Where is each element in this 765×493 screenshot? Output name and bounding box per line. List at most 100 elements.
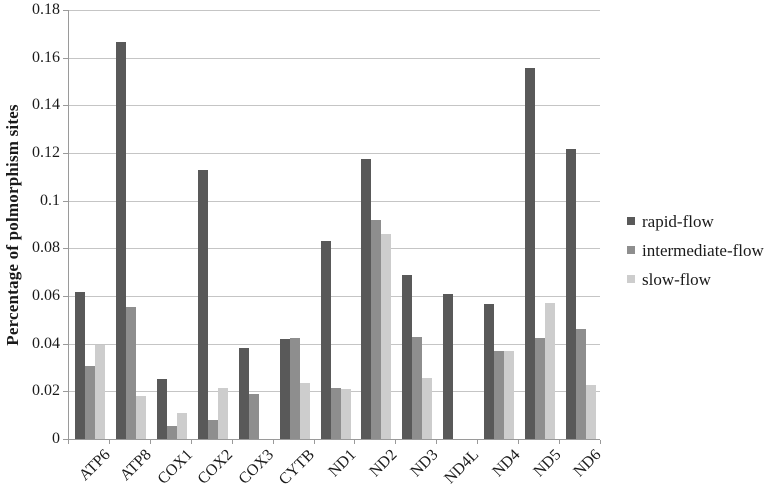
bar-intermediate-flow-ATP6 [85,366,95,439]
bar-rapid-flow-ND4L [443,293,454,439]
x-tick-label-cox2: COX2 [194,446,237,488]
bar-rapid-flow-ATP6 [75,292,85,439]
x-tick-mark [108,440,110,444]
y-tick-label: 0.08 [32,239,60,256]
bar-slow-flow-COX1 [176,412,187,439]
bar-intermediate-flow-ATP8 [125,306,136,439]
bar-rapid-flow-ATP8 [115,42,126,439]
y-gridline [68,296,600,297]
y-gridline [68,58,600,59]
bar-intermediate-flow-COX2 [207,419,218,439]
bar-rapid-flow-ND2 [361,158,372,439]
bar-rapid-flow-ND1 [320,241,331,439]
bar-intermediate-flow-ND3 [412,336,423,439]
y-tick-label: 0.06 [32,287,60,304]
x-tick-label-nd5: ND5 [529,446,564,481]
y-tick-label: 0.12 [32,144,60,161]
x-tick-label-nd3: ND3 [407,446,442,481]
x-tick-mark [231,440,233,444]
bar-slow-flow-ND5 [545,303,556,439]
bar-slow-flow-ATP6 [95,344,105,439]
x-tick-label-nd4: ND4 [488,446,524,481]
x-tick-label-nd2: ND2 [366,446,401,481]
bar-rapid-flow-COX2 [197,169,208,439]
bar-intermediate-flow-COX3 [248,393,259,439]
bar-slow-flow-CYTB [299,382,310,439]
legend-item-intermediate-flow: intermediate-flow [627,241,764,261]
y-tick-mark [63,201,68,202]
legend-item-rapid-flow: rapid-flow [627,212,764,232]
y-tick-mark [63,58,68,59]
bar-slow-flow-ND3 [422,378,433,439]
bar-intermediate-flow-COX1 [166,425,177,439]
x-tick-mark [354,440,356,444]
y-tick-mark [63,344,68,345]
bar-slow-flow-ND6 [586,385,597,439]
x-axis-line [68,439,600,440]
bar-rapid-flow-ND4 [484,304,495,439]
bar-slow-flow-COX2 [217,387,228,439]
bar-rapid-flow-ND3 [402,274,413,439]
legend: rapid-flow intermediate-flow slow-flow [627,212,764,299]
x-tick-label-nd6: ND6 [570,446,605,481]
y-tick-mark [63,248,68,249]
x-tick-mark [313,440,315,444]
y-tick-label: 0.14 [32,96,60,113]
x-tick-label-atp6: ATP6 [75,446,114,485]
x-tick-mark [477,440,479,444]
y-axis-title: Percentage of polmorphism sites [3,104,22,346]
x-tick-label-atp8: ATP8 [116,446,155,485]
y-tick-label: 0.16 [32,49,60,66]
bar-rapid-flow-COX1 [156,379,167,439]
legend-swatch-icon [627,275,635,283]
y-tick-label: 0 [52,430,60,447]
bar-rapid-flow-COX3 [238,348,249,439]
bar-slow-flow-ND2 [381,234,392,439]
y-axis-line [68,10,69,440]
y-gridline [68,105,600,106]
bar-rapid-flow-ND5 [525,68,536,439]
y-gridline [68,201,600,202]
x-tick-mark [559,440,561,444]
x-tick-mark [68,440,69,444]
y-tick-mark [63,296,68,297]
y-gridline [68,153,600,154]
x-tick-mark [436,440,438,444]
y-tick-label: 0.1 [40,192,60,209]
x-tick-mark [600,440,601,444]
y-gridline [68,10,600,11]
bar-intermediate-flow-ND2 [371,219,382,439]
bar-slow-flow-ND1 [340,388,351,439]
bar-slow-flow-ATP8 [135,396,146,439]
y-tick-label: 0.18 [32,1,60,18]
legend-label: intermediate-flow [642,241,764,260]
x-tick-label-cox3: COX3 [235,446,278,488]
bar-intermediate-flow-CYTB [289,337,300,439]
legend-swatch-icon [627,217,635,225]
bar-rapid-flow-ND6 [566,149,577,439]
bar-intermediate-flow-ND4 [494,350,505,439]
x-tick-mark [272,440,274,444]
y-tick-label: 0.04 [32,335,60,352]
bar-rapid-flow-CYTB [279,338,290,439]
x-tick-mark [518,440,520,444]
y-tick-mark [63,10,68,11]
legend-swatch-icon [627,246,635,254]
x-tick-mark [395,440,397,444]
x-tick-mark [190,440,192,444]
bar-intermediate-flow-ND5 [535,337,546,439]
y-tick-mark [63,153,68,154]
bar-intermediate-flow-ND1 [330,387,341,439]
legend-label: slow-flow [642,270,711,289]
x-tick-label-nd1: ND1 [325,446,360,481]
legend-label: rapid-flow [642,212,714,231]
bar-slow-flow-ND4 [504,350,515,439]
bar-intermediate-flow-ND6 [576,329,587,439]
x-tick-label-cox1: COX1 [154,446,196,488]
legend-item-slow-flow: slow-flow [627,270,764,290]
x-tick-label-nd4l: ND4L [441,446,483,488]
x-tick-label-cytb: CYTB [276,446,319,489]
y-tick-mark [63,439,68,440]
y-tick-label: 0.02 [32,382,60,399]
